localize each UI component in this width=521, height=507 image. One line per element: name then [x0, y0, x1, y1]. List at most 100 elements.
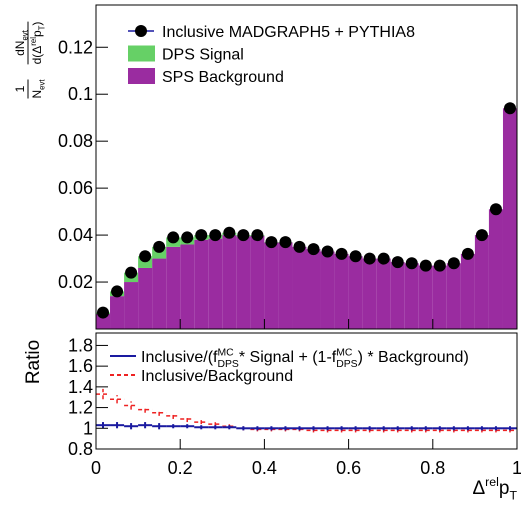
x-axis-title: Δ: [472, 478, 485, 499]
histogram-bar: [138, 267, 153, 329]
histogram-bar: [96, 313, 111, 329]
histogram-bar: [390, 262, 405, 329]
data-point: [307, 243, 320, 256]
data-point: [111, 285, 124, 298]
histogram-bar: [306, 249, 321, 329]
y-axis-title: 1: [13, 85, 27, 92]
histogram-bar: [264, 242, 279, 329]
histogram-bar: [460, 253, 475, 329]
histogram-bar: [278, 242, 293, 329]
histogram-bar: [208, 238, 223, 329]
fraction-numerator: 1: [13, 85, 27, 92]
x-tick-label: 0.4: [252, 458, 277, 478]
data-point: [405, 257, 418, 270]
data-point: [461, 247, 474, 260]
histogram-bar: [418, 265, 433, 329]
legend-label: Inclusive MADGRAPH5 + PYTHIA8: [162, 24, 415, 41]
x-tick-label: 0.6: [336, 458, 361, 478]
data-point: [419, 259, 432, 272]
histogram-bar: [404, 263, 419, 329]
data-point: [279, 236, 292, 249]
histogram-bar: [432, 265, 447, 329]
histogram-bar: [334, 253, 349, 329]
data-point: [167, 231, 180, 244]
data-point: [433, 259, 446, 272]
histogram-bar: [320, 251, 335, 329]
data-point: [489, 203, 502, 216]
data-point: [447, 257, 460, 270]
y-tick-label: 1.8: [68, 335, 93, 355]
histogram-bar: [446, 263, 461, 329]
x-axis-title: p: [499, 478, 510, 499]
y-axis-title: N: [30, 90, 44, 99]
x-tick-label: 1: [512, 458, 521, 478]
x-tick-label: 0.2: [168, 458, 193, 478]
legend-label: DPS: [336, 359, 357, 370]
histogram-bar: [488, 209, 503, 329]
histogram-bar: [362, 258, 377, 329]
y-axis-title: dN: [13, 41, 27, 56]
legend-label: MC: [217, 347, 234, 358]
data-point: [293, 240, 306, 253]
histogram-bar: [502, 108, 517, 329]
data-point: [125, 266, 138, 279]
histogram-bar: [222, 235, 237, 329]
data-point: [139, 250, 152, 263]
y-tick-label: 0.1: [68, 84, 93, 104]
data-point: [251, 229, 264, 242]
data-point: [97, 306, 110, 319]
x-tick-label: 0: [91, 458, 101, 478]
legend-label: DPS: [217, 359, 238, 370]
y-tick-label: 1: [83, 418, 93, 438]
data-point: [209, 229, 222, 242]
y-tick-label: 1.4: [68, 377, 93, 397]
legend-swatch: [128, 45, 155, 62]
y-tick-label: 0.04: [58, 225, 93, 245]
plot-frame: [95, 332, 518, 450]
histogram-bar: [474, 235, 489, 329]
data-point: [363, 252, 376, 265]
legend-label: ) * Background): [358, 349, 469, 366]
legend-label: DPS Signal: [162, 47, 244, 64]
legend-label: MC: [336, 347, 353, 358]
histogram-bar: [194, 239, 209, 329]
histogram-bar: [376, 258, 391, 329]
histogram-bar: [166, 246, 181, 329]
y-tick-label: 0.08: [58, 131, 93, 151]
data-point: [265, 236, 278, 249]
data-point: [223, 226, 236, 239]
data-point: [181, 231, 194, 244]
histogram-bar: [110, 296, 125, 329]
x-axis-title: rel: [485, 475, 499, 489]
data-point: [377, 252, 390, 265]
legend-label: Inclusive/(f: [141, 349, 218, 366]
y-axis-title: d(Δ: [30, 46, 44, 65]
y-axis-title: T: [38, 25, 47, 30]
histogram-bar: [250, 235, 265, 329]
data-point: [237, 229, 250, 242]
y-axis-title: rel: [29, 37, 38, 46]
data-point: [475, 229, 488, 242]
y-axis-title: evt: [38, 79, 47, 90]
histogram-bar: [180, 244, 195, 329]
data-point: [503, 102, 516, 115]
y-tick-label: 0.02: [58, 272, 93, 292]
y-tick-label: 0.12: [58, 37, 93, 57]
legend-label: SPS Background: [162, 69, 284, 86]
y-tick-label: 0.8: [68, 439, 93, 459]
x-tick-label: 0.8: [420, 458, 445, 478]
histogram-bar: [236, 236, 251, 329]
data-point: [153, 240, 166, 253]
data-point: [321, 245, 334, 258]
y-axis-title: ): [30, 22, 44, 26]
histogram-bar: [124, 282, 139, 329]
y-axis-title: evt: [21, 29, 30, 40]
legend-label: * Signal + (1-f: [239, 349, 337, 366]
